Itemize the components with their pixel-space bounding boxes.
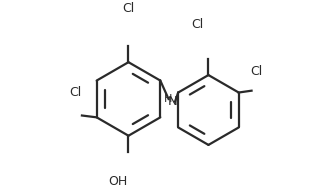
Text: Cl: Cl [250,65,262,78]
Text: OH: OH [108,175,127,188]
Text: H: H [163,94,172,104]
Text: Cl: Cl [191,18,204,31]
Text: N: N [167,95,177,108]
Text: Cl: Cl [69,86,81,99]
Text: Cl: Cl [122,2,135,15]
